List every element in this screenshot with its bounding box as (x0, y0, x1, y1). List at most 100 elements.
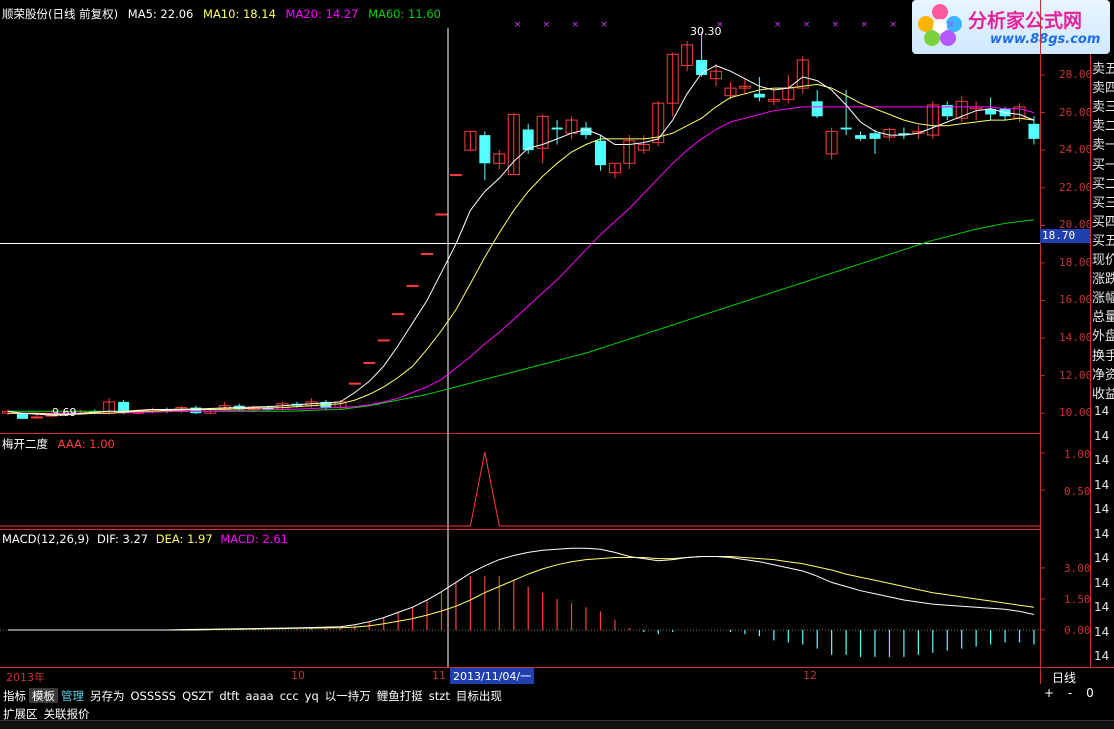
candle-body (449, 174, 462, 177)
indicator1-value: AAA: 1.00 (57, 437, 115, 451)
toolbar-item[interactable]: 管理 (61, 689, 84, 703)
zoom-out-button[interactable]: - (1067, 686, 1073, 700)
candle-body (825, 130, 838, 155)
toolbar-item[interactable]: QSZT (182, 689, 214, 703)
indicator1-axis-top: 1.00 (1064, 448, 1091, 461)
signal-marker: × (832, 20, 840, 30)
quote-value: 14 (1094, 575, 1110, 590)
candle-body (840, 127, 852, 130)
quote-label: 外盘 (1092, 329, 1114, 345)
date-month-11: 11 (432, 669, 446, 682)
bottom-tab[interactable]: 扩展区 (3, 707, 38, 721)
signal-marker: × (861, 20, 869, 30)
candle-body (955, 100, 968, 119)
quote-label: 买二 (1092, 176, 1114, 192)
price-axis-label: 18.00 (1059, 255, 1093, 269)
candle-body (522, 129, 534, 151)
toolbar-item[interactable]: 以一持万 (324, 689, 371, 703)
quote-value: 14 (1094, 477, 1110, 492)
macd-axis-3: 3.00 (1064, 562, 1091, 575)
toolbar-item[interactable]: 指标 (3, 689, 26, 703)
quote-label: 卖五 (1092, 62, 1114, 77)
date-axis: 2013年 10 11 2013/11/04/一 12 (0, 668, 1040, 684)
date-month-12: 12 (803, 669, 817, 682)
candle-body (421, 252, 434, 255)
price-axis-label: 10.00 (1059, 406, 1093, 420)
quote-label: 卖二 (1092, 119, 1114, 135)
quote-label: 净资 (1092, 367, 1114, 383)
candle-body (479, 135, 491, 164)
quote-label: 涨跌 (1092, 272, 1114, 288)
ma5-line (7, 65, 1035, 416)
candle-body (551, 127, 563, 130)
logo-url: www.88gs.com (990, 32, 1101, 47)
toolbar-item[interactable]: 另存为 (90, 689, 125, 703)
ma60-line (8, 219, 1035, 412)
price-axis-label: 22.00 (1059, 180, 1093, 194)
bottom-tab[interactable]: 关联报价 (43, 707, 90, 721)
quote-value: 14 (1094, 624, 1110, 639)
macd-dea: DEA: 1.97 (155, 532, 213, 546)
site-logo: 分析家公式网 www.88gs.com (912, 0, 1110, 54)
stock-title: 顺荣股份(日线 前复权) (2, 7, 119, 21)
quote-label: 卖一 (1092, 138, 1114, 154)
candle-body (348, 382, 361, 385)
quote-value: 14 (1094, 404, 1110, 418)
toolbar-item[interactable]: 模板 (29, 688, 58, 704)
toolbar-item[interactable]: ccc (279, 689, 299, 703)
chart-header: 顺荣股份(日线 前复权) MA5: 22.06 MA10: 18.14 MA20… (2, 6, 441, 22)
indicator1-title: 梅开二度 (2, 437, 48, 451)
signal-marker: × (774, 20, 782, 30)
ma20-line (8, 106, 1035, 414)
candle-body (666, 53, 679, 104)
candle-body (594, 140, 606, 166)
toolbar-item[interactable]: stzt (428, 689, 450, 703)
candle-body (855, 135, 867, 139)
quote-label: 换手 (1092, 348, 1114, 364)
candle-body (696, 59, 708, 75)
candle-body (926, 104, 939, 136)
macd-axis-0: 0.00 (1064, 624, 1091, 637)
candle-body (796, 59, 809, 89)
candle-body (811, 101, 823, 117)
macd-dif-line (8, 547, 1035, 631)
indicator1-header: 梅开二度 AAA: 1.00 (2, 436, 115, 452)
period-label[interactable]: 日线 (1052, 671, 1077, 685)
candle-body (493, 153, 506, 164)
toolbar-item[interactable]: 目标出现 (455, 689, 502, 703)
quote-label: 买一 (1092, 157, 1114, 173)
zoom-in-button[interactable]: + (1044, 686, 1055, 700)
macd-title: MACD(12,26,9) (2, 532, 90, 546)
candle-body (118, 401, 130, 414)
indicator1-axis-mid: 0.50 (1064, 485, 1091, 498)
candle-body (738, 85, 751, 89)
ma10-line (8, 83, 1035, 415)
ma5-label: MA5: 22.06 (127, 7, 194, 21)
toolbar-item[interactable]: OSSSSS (130, 689, 177, 703)
price-axis-label: 28.00 (1059, 67, 1093, 81)
toolbar-item[interactable]: yq (304, 689, 319, 703)
high-price-label: 30.30 (690, 25, 722, 38)
toolbar-item[interactable]: 鲤鱼打挺 (376, 689, 423, 703)
candle-body (190, 407, 202, 414)
crosshair-price-tag: 18.70 (1040, 229, 1090, 243)
candle-body (464, 130, 477, 151)
logo-text: 分析家公式网 (968, 10, 1083, 32)
quote-label: 买五 (1092, 233, 1114, 249)
logo-flower-icon (918, 4, 962, 48)
signal-marker: × (600, 20, 608, 30)
candle-body (941, 105, 953, 117)
bottom-tabs: 扩展区 关联报价 (0, 703, 1114, 721)
signal-marker: × (572, 20, 580, 30)
aaa-line (0, 451, 1040, 527)
candle-body (435, 213, 448, 216)
candle-body (898, 133, 910, 136)
toolbar-item[interactable]: dtft (219, 689, 240, 703)
indicator-toolbar: 指标 模板 管理 另存为 OSSSSS QSZT dtft aaaa ccc yq 以一持万 鲤鱼打挺… (0, 685, 1040, 704)
quote-value: 14 (1094, 502, 1110, 516)
candle-body (406, 284, 419, 287)
toolbar-item[interactable]: aaaa (245, 689, 274, 703)
signal-marker: × (543, 20, 551, 30)
zoom-reset-button[interactable]: 0 (1086, 686, 1094, 700)
